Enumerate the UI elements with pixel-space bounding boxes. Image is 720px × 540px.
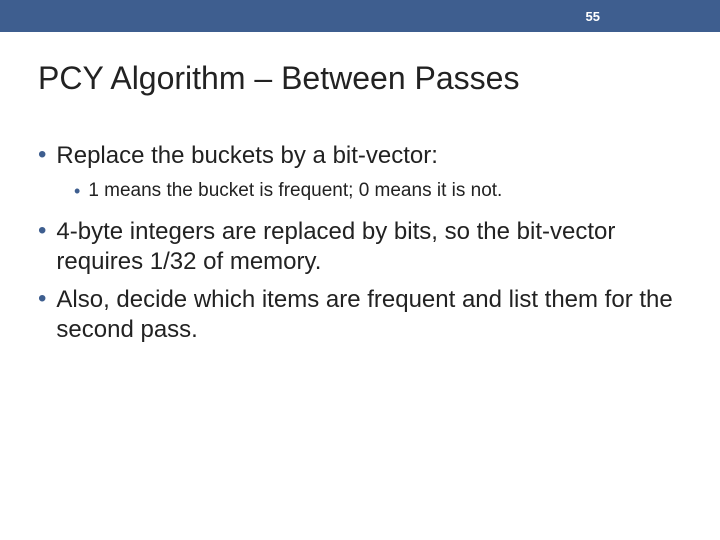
bullet-dot-icon: •: [38, 217, 46, 245]
bullet-text: 4-byte integers are replaced by bits, so…: [56, 217, 690, 277]
bullet-item: • Replace the buckets by a bit-vector:: [38, 141, 690, 171]
slide-title: PCY Algorithm – Between Passes: [0, 32, 720, 117]
bullet-text: Also, decide which items are frequent an…: [56, 285, 690, 345]
slide-content: • Replace the buckets by a bit-vector: •…: [0, 141, 720, 345]
header-bar: 55: [0, 0, 720, 32]
page-number: 55: [586, 9, 600, 24]
bullet-item: • Also, decide which items are frequent …: [38, 285, 690, 345]
bullet-item: • 1 means the bucket is frequent; 0 mean…: [74, 179, 690, 203]
bullet-dot-icon: •: [74, 179, 80, 203]
bullet-text: 1 means the bucket is frequent; 0 means …: [88, 179, 502, 203]
bullet-dot-icon: •: [38, 285, 46, 313]
bullet-item: • 4-byte integers are replaced by bits, …: [38, 217, 690, 277]
bullet-text: Replace the buckets by a bit-vector:: [56, 141, 438, 171]
bullet-dot-icon: •: [38, 141, 46, 169]
